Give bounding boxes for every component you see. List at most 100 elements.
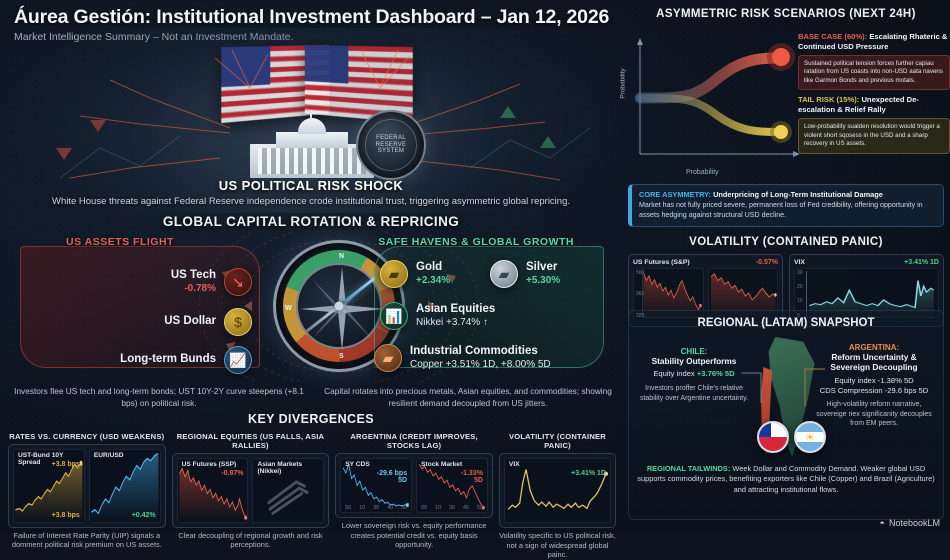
x-axis-ticks: 60 10 30 40 50 [421, 505, 483, 512]
core-asymmetry-callout: CORE ASYMMETRY: Underpricing of Long-Ter… [628, 184, 944, 227]
tail-risk-headline: Unexpected De-escalation & Relief Rally [798, 95, 919, 115]
panel-caption: Lower sovereign risk vs. equity performa… [341, 521, 487, 550]
latam-snapshot-section: REGIONAL (LATAM) SNAPSHOT ☀ CHILE: Stabi… [628, 310, 944, 520]
mini-chart-ust-bund-spread[interactable]: UST-Bund 10Y Spread +3.8 bps +3.8 bps [13, 449, 85, 523]
mini-chart-label: US Futures (SSP) [181, 461, 237, 468]
flight-item-text: US Dollar [164, 315, 216, 328]
bond-chart-icon: 📈 [224, 346, 252, 374]
haven-item-name: Silver [526, 261, 558, 274]
argentina-metric-1: Equity index -1.38% 5D [834, 375, 914, 385]
y-tick: 960 [636, 291, 645, 297]
haven-item-gold: ▰ Gold +2.34% [380, 260, 450, 288]
divergence-panel-volatility: VOLATILITY (CONTAINER PANIC) VIX +3.41% … [498, 432, 617, 559]
mini-chart-value: -0.87% [221, 470, 244, 477]
volatility-title: VOLATILITY (CONTAINED PANIC) [689, 236, 883, 248]
copper-icon: ▰ [374, 344, 402, 372]
card-label: VIX [794, 259, 805, 266]
rotation-caption-right: Capital rotates into precious metals, As… [324, 386, 612, 408]
us-assets-flight-label: US ASSETS FLIGHT [66, 236, 174, 248]
card-label: US Futures (S&P) [633, 259, 690, 266]
haven-item-text: Asian Equities Nikkei +3.74% ↑ [416, 303, 495, 328]
base-case-heading: BASE CASE (60%): Escalating Rhateric & C… [798, 32, 950, 52]
left-column: FEDERAL RESERVE SYSTEM US POLITICAL RISK… [0, 28, 622, 559]
mini-chart-vix[interactable]: VIX +3.41% 1D [503, 458, 612, 524]
chile-headline: Stability Outperforms [651, 356, 737, 366]
flight-item-value: -0.78% [184, 282, 216, 294]
flight-item-name: US Tech [170, 269, 216, 282]
base-case-headline: Escalating Rhateric & Continued USD Pres… [798, 32, 948, 51]
panel-charts: VIX +3.41% 1D [498, 453, 617, 529]
haven-item-value: Nikkei +3.74% ↑ [416, 316, 488, 328]
page-title: Áurea Gestión: Institutional Investment … [14, 6, 610, 28]
haven-item-asian-equities: 📊 Asian Equities Nikkei +3.74% ↑ [380, 302, 495, 330]
chile-block: CHILE: Stability Outperforms Equity inde… [639, 347, 749, 403]
argentina-metric-2: CDS Compression -29.6 bps 5D [819, 385, 929, 395]
y-tick: 560 [636, 270, 645, 276]
right-column: ASYMMETRIC RISK SCENARIOS (NEXT 24H) [620, 0, 950, 533]
hero-crack-lines [56, 49, 591, 181]
haven-item-industrial-commodities: ▰ Industrial Commodities Copper +3.51% 1… [374, 344, 551, 372]
panel-charts: UST-Bund 10Y Spread +3.8 bps +3.8 bps E [8, 444, 166, 528]
chile-metric: Equity index +3.76% 5D [653, 369, 735, 379]
regional-tailwinds: REGIONAL TAILWINDS: Week Dollar and Comm… [637, 464, 935, 495]
chile-metric-value: +3.76% 5D [696, 369, 735, 379]
down-arrow-icon: ↘ [224, 268, 252, 296]
scenario-annotations: BASE CASE (60%): Escalating Rhateric & C… [798, 32, 950, 154]
haven-item-name: Gold [416, 261, 443, 274]
flight-item-name: US Dollar [164, 315, 216, 328]
tail-risk-heading: TAIL RISK (15%): Unexpected De-escalatio… [798, 95, 950, 115]
panel-caption: Volatility specific to US political risk… [499, 531, 616, 560]
silver-bar-icon: ▰ [490, 260, 518, 288]
scenario-y-axis-label: Probability [619, 68, 627, 99]
mini-chart-us-futures[interactable]: US Futures (SSP) -0.87% [176, 458, 249, 523]
compass-dir-w: W [285, 305, 292, 312]
argentina-key: ARGENTINA: [848, 343, 900, 352]
mini-chart-value: -29.6 bps 5D [376, 470, 408, 484]
core-asymmetry-body: Market has not fully priced severe, perm… [639, 200, 923, 219]
y-tick: 320 [636, 313, 645, 319]
y-tick: 20 [797, 284, 803, 290]
core-asymmetry-key: CORE ASYMMETRY: [639, 190, 711, 199]
growth-chart-icon: 📊 [380, 302, 408, 330]
risk-scenarios-chart-block: Probability Probability BASE CASE (60%):… [620, 24, 950, 176]
mini-chart-stock-market[interactable]: Stock Market -1.33% 5D 60 10 30 [416, 458, 488, 514]
mini-chart-value: +3.8 bps [51, 461, 80, 468]
chile-flag-icon [757, 421, 789, 453]
seal-label: FEDERAL RESERVE SYSTEM [375, 135, 407, 155]
panel-heading: ARGENTINA (CREDIT IMPROVES, STOCKS LAG) [350, 432, 478, 450]
brand-name: NotebookLM [888, 518, 940, 528]
divergence-panel-argentina: ARGENTINA (CREDIT IMPROVES, STOCKS LAG) … [335, 432, 493, 550]
mini-chart-eur-usd[interactable]: EUR/USD +0.42% [88, 449, 161, 523]
flight-item-text: Long-term Bunds [120, 353, 216, 366]
rotation-caption-left: Investors flee US tech and long-term bon… [14, 386, 304, 408]
scenario-chart[interactable]: Probability Probability [620, 28, 804, 176]
federal-reserve-seal-icon: FEDERAL RESERVE SYSTEM [356, 110, 426, 180]
argentina-flag-icon [794, 421, 826, 453]
mini-chart-label: EUR/USD [93, 452, 124, 459]
mini-chart-sy-cds[interactable]: SY CDS -29.6 bps 5D 50 10 30 [340, 458, 413, 514]
mini-chart-asian-markets[interactable]: Asian Markets (Nikkei) [252, 458, 325, 523]
compass-dir-s: S [339, 353, 344, 360]
mini-chart-value: -1.33% 5D [460, 470, 483, 484]
scenarios-title: ASYMMETRIC RISK SCENARIOS (NEXT 24H) [656, 8, 916, 20]
key-divergences-title: KEY DIVERGENCES [248, 412, 374, 426]
mini-chart-label: Stock Market [421, 461, 463, 468]
haven-item-value: Copper +3.51% 1D, +8.00% 5D [410, 358, 551, 370]
x-axis-ticks: 50 10 30 40 50 [345, 505, 408, 512]
flight-item-long-term-bunds: Long-term Bunds 📈 [22, 346, 252, 374]
divergence-panel-regional-equities: REGIONAL EQUITIES (US FALLS, ASIA RALLIE… [171, 432, 330, 550]
mini-chart-label: UST-Bund 10Y Spread [18, 452, 64, 466]
scenario-x-axis-label: Probability [686, 169, 719, 176]
card-header: US Futures (S&P) -0.57% [633, 259, 778, 266]
argentina-sun-icon: ☀ [805, 431, 815, 444]
y-tick: 10 [797, 298, 803, 304]
y-tick: 0 [797, 313, 800, 319]
argentina-headline: Reform Uncertainty & Severeign Decouplin… [830, 352, 918, 373]
south-america-map: ☀ [747, 337, 833, 463]
argentina-note: High-volatility reform narrative, sovere… [816, 401, 932, 428]
panel-caption: Clear decoupling of regional growth and … [178, 530, 323, 550]
flight-item-us-dollar: US Dollar $ [30, 308, 252, 336]
mini-chart-value: +3.41% 1D [571, 470, 607, 477]
panel-charts: US Futures (SSP) -0.87% Asian Markets (N… [171, 453, 330, 528]
gold-bars-icon: ▰ [380, 260, 408, 288]
